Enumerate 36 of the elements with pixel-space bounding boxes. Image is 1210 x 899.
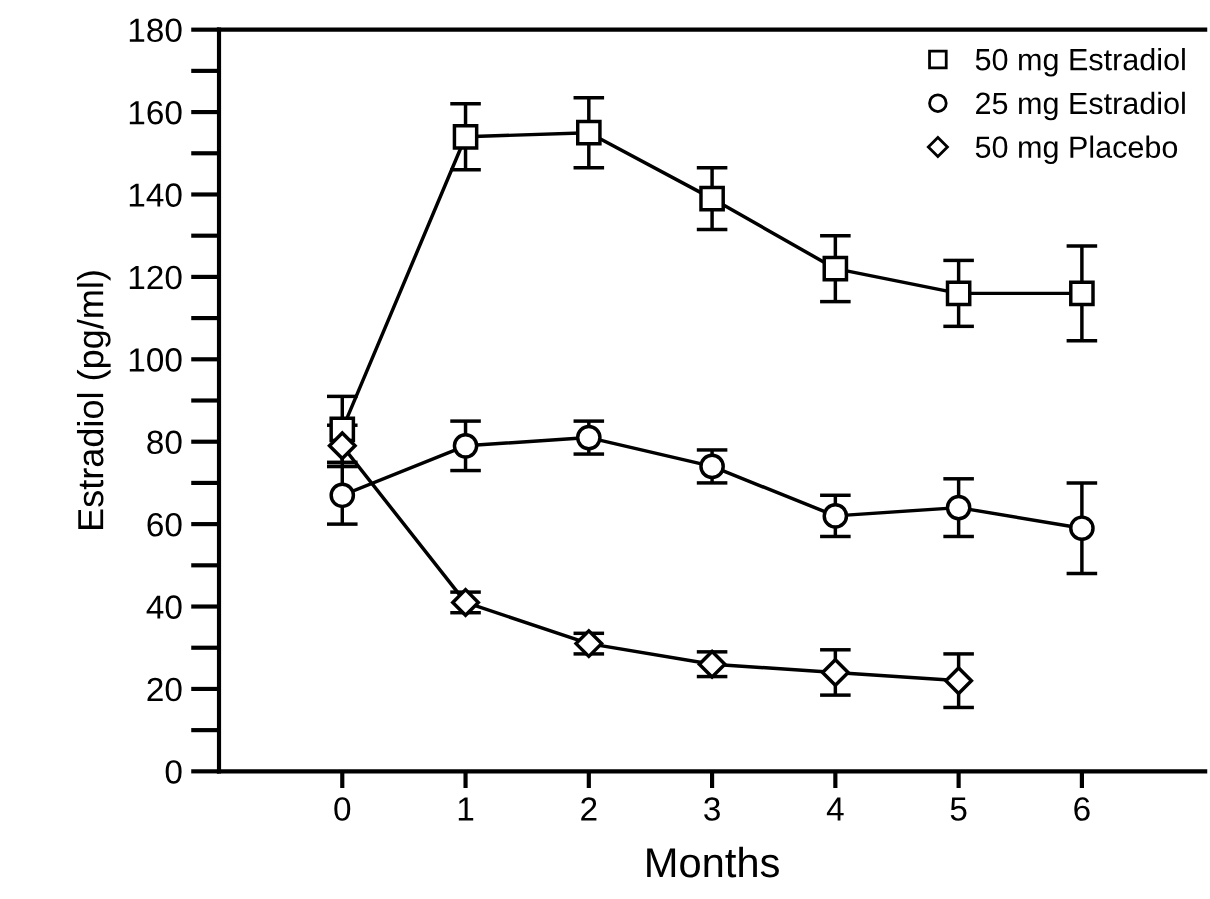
legend-label: 50 mg Estradiol — [975, 48, 1185, 77]
legend-label: 50 mg Placebo — [975, 135, 1178, 165]
point — [945, 494, 972, 521]
point — [1069, 515, 1095, 542]
point — [699, 185, 725, 212]
y-tick-label: 140 — [129, 183, 182, 207]
y-tick-label: 40 — [146, 595, 182, 619]
y-axis-title: Estradiol (pg/ml) — [76, 271, 111, 529]
legend-label: 25 mg Estradiol — [976, 91, 1185, 121]
point — [945, 280, 972, 307]
y-tick-label: 0 — [165, 760, 182, 784]
y-tick-label: 100 — [129, 348, 182, 372]
point — [329, 482, 356, 509]
point — [452, 123, 479, 150]
point — [452, 432, 479, 459]
x-tick-label: 4 — [826, 797, 844, 821]
y-tick-label: 160 — [129, 100, 182, 125]
point — [820, 657, 850, 687]
x-tick-label: 0 — [334, 797, 351, 821]
x-axis-title: Months — [647, 846, 779, 878]
x-tick-label: 1 — [458, 797, 474, 821]
x-tick-label: 6 — [1074, 797, 1090, 821]
y-tick-label: 20 — [147, 677, 182, 702]
point — [327, 431, 357, 461]
x-tick-label: 5 — [950, 797, 967, 821]
x-tick-label: 3 — [704, 797, 720, 821]
point — [1069, 280, 1095, 307]
y-tick-label: 80 — [147, 430, 182, 455]
x-tick-label: 2 — [581, 797, 597, 821]
y-tick-label: 60 — [147, 512, 182, 537]
y-tick-label: 180 — [129, 18, 182, 43]
point — [575, 119, 602, 146]
point — [822, 503, 849, 529]
point — [822, 255, 849, 282]
y-tick-label: 120 — [129, 265, 182, 290]
point — [944, 666, 974, 696]
